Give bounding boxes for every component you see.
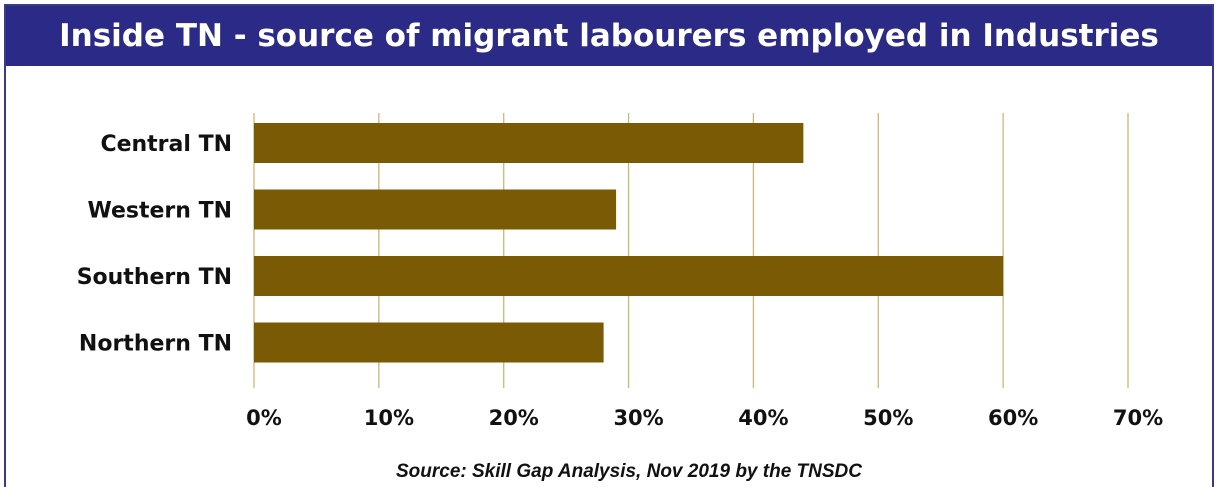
category-label: Southern TN bbox=[77, 265, 232, 290]
x-tick-label: 40% bbox=[738, 406, 788, 430]
source-note: Source: Skill Gap Analysis, Nov 2019 by … bbox=[395, 461, 862, 482]
category-label: Central TN bbox=[100, 132, 232, 157]
x-tick-label: 70% bbox=[1113, 406, 1163, 430]
x-tick-label: 30% bbox=[613, 406, 663, 430]
category-label: Western TN bbox=[87, 199, 232, 224]
x-tick-label: 0% bbox=[246, 406, 282, 430]
x-tick-label: 60% bbox=[988, 406, 1038, 430]
x-tick-label: 10% bbox=[364, 406, 414, 430]
x-tick-label: 20% bbox=[489, 406, 539, 430]
bar bbox=[254, 256, 1004, 296]
x-tick-label: 50% bbox=[863, 406, 913, 430]
bar bbox=[254, 322, 604, 363]
category-label: Northern TN bbox=[79, 332, 232, 357]
bar bbox=[254, 189, 617, 230]
bar bbox=[254, 123, 804, 163]
chart-title: Inside TN - source of migrant labourers … bbox=[6, 6, 1212, 66]
bar-chart: 0% 10% 20% 30% 40% 50% 60% 70% Central TN Western… bbox=[77, 113, 1163, 430]
chart-frame: Inside TN - source of migrant labourers … bbox=[4, 4, 1214, 487]
